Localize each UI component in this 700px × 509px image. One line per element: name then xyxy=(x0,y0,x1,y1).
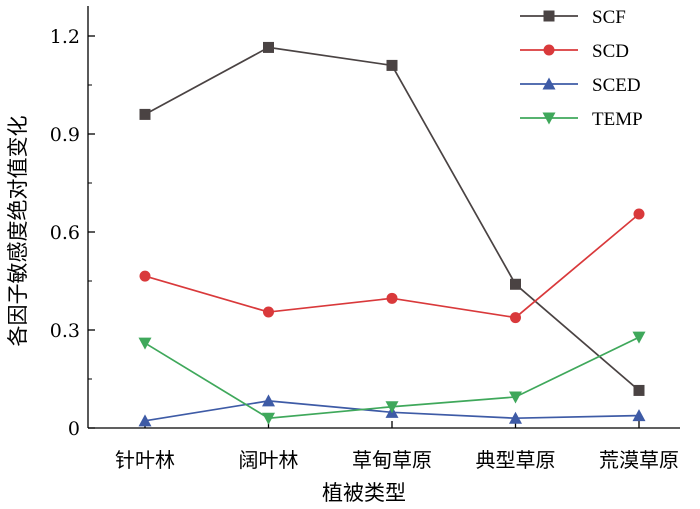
data-point xyxy=(510,278,521,290)
x-tick-label: 荒漠草原 xyxy=(599,448,679,472)
legend-label: SCED xyxy=(592,75,641,96)
series-scd xyxy=(139,208,645,324)
series-line xyxy=(144,46,640,392)
legend-marker xyxy=(542,112,556,125)
data-point xyxy=(263,41,274,53)
legend-item-scf: SCF xyxy=(520,7,626,28)
data-point xyxy=(139,108,151,120)
data-point xyxy=(385,401,399,414)
legend-item-sced: SCED xyxy=(520,75,641,96)
data-point xyxy=(262,412,275,425)
legend: SCF SCD SCED TEMP xyxy=(520,7,643,130)
x-tick-label: 阔叶林 xyxy=(239,448,299,472)
y-axis-title: 各因子敏感度绝对值变化 xyxy=(6,116,30,347)
series-layer xyxy=(138,41,646,427)
x-tick-label: 针叶林 xyxy=(115,448,175,472)
data-point xyxy=(632,331,646,344)
legend-item-temp: TEMP xyxy=(520,109,643,130)
series-temp xyxy=(138,331,646,425)
data-point xyxy=(510,312,521,324)
data-point xyxy=(263,306,274,318)
series-scf xyxy=(139,41,645,396)
axes: 0 0.3 0.6 0.9 1.2 针叶林 阔叶林 草甸草原 典型草原 荒漠草原 xyxy=(50,6,680,472)
x-axis-title: 植被类型 xyxy=(322,481,406,505)
legend-marker xyxy=(543,10,555,22)
data-point xyxy=(138,414,152,427)
data-point xyxy=(386,59,398,71)
x-tick-label: 典型草原 xyxy=(476,448,556,472)
y-tick-label: 0 xyxy=(68,418,80,440)
data-point xyxy=(633,208,645,220)
data-point xyxy=(138,337,152,350)
legend-label: TEMP xyxy=(592,109,643,130)
y-tick-label: 0.6 xyxy=(50,222,80,244)
data-point xyxy=(509,391,522,404)
data-point xyxy=(509,411,522,424)
legend-label: SCD xyxy=(592,41,629,62)
legend-label: SCF xyxy=(592,7,626,28)
legend-marker xyxy=(543,44,555,56)
y-tick-label: 0.9 xyxy=(50,124,80,146)
legend-item-scd: SCD xyxy=(520,41,629,62)
data-point xyxy=(386,292,398,304)
data-point xyxy=(139,270,151,282)
y-tick-label: 1.2 xyxy=(50,26,80,48)
data-point xyxy=(262,394,275,407)
y-tick-label: 0.3 xyxy=(50,320,80,342)
data-point xyxy=(632,409,646,422)
x-tick-label: 草甸草原 xyxy=(352,448,432,472)
data-point xyxy=(633,384,645,396)
legend-marker xyxy=(542,77,556,90)
